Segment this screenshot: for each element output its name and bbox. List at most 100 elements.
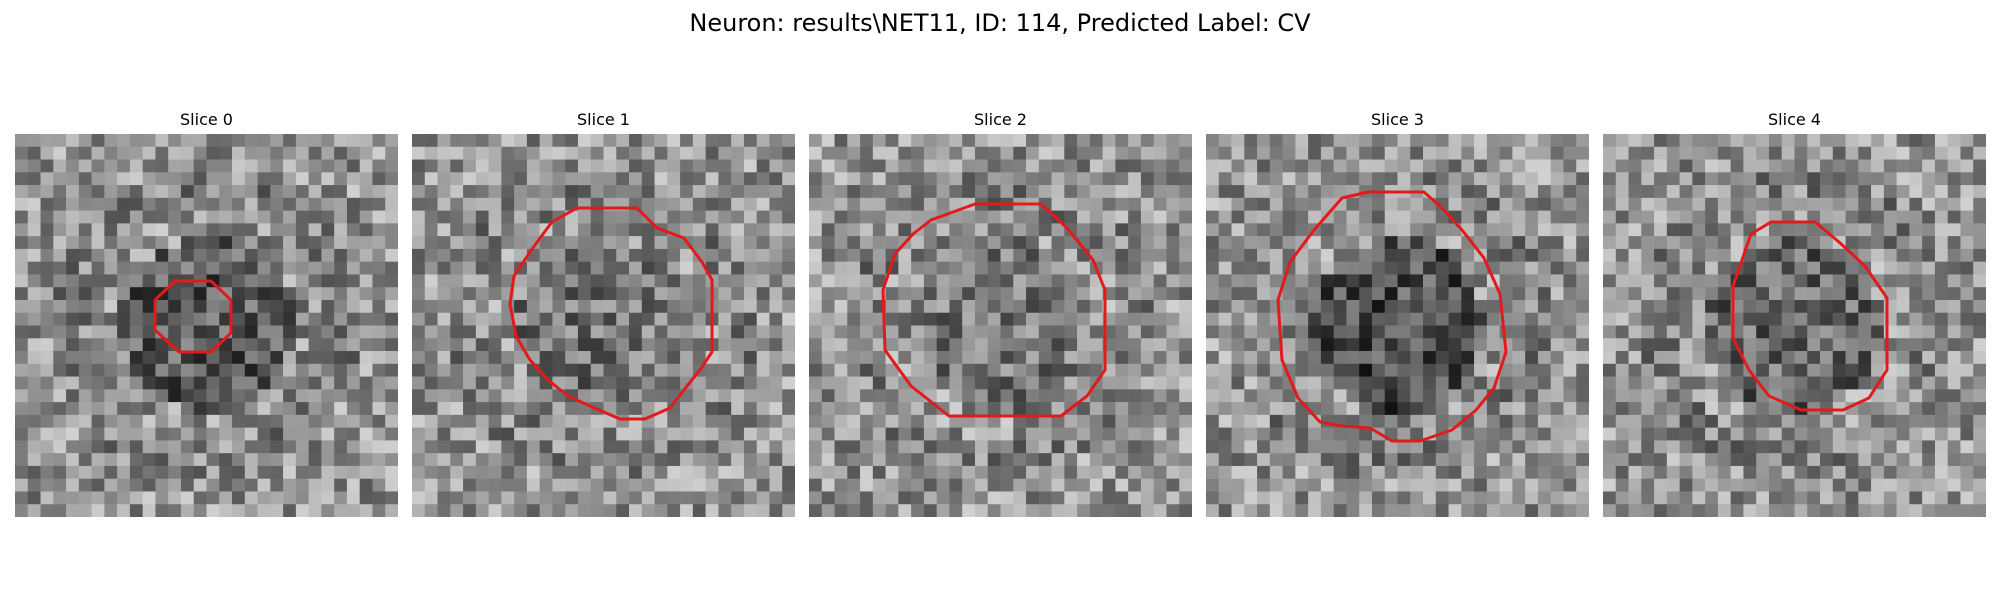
slice-0-pixel bbox=[78, 478, 92, 492]
slice-3-pixel bbox=[1346, 427, 1360, 441]
slice-2-pixel bbox=[860, 338, 874, 352]
slice-1-pixel bbox=[501, 197, 515, 211]
slice-3-pixel bbox=[1346, 465, 1360, 479]
slice-4-pixel bbox=[1883, 146, 1897, 160]
slice-4-pixel bbox=[1960, 478, 1974, 492]
slice-3-pixel bbox=[1269, 159, 1283, 173]
slice-4-pixel bbox=[1692, 325, 1706, 339]
slice-2-pixel bbox=[949, 325, 963, 339]
slice-2-pixel bbox=[860, 478, 874, 492]
slice-3-pixel bbox=[1218, 287, 1232, 301]
slice-4-pixel bbox=[1666, 261, 1680, 275]
slice-2-pixel bbox=[1140, 287, 1154, 301]
slice-3-pixel bbox=[1371, 299, 1386, 314]
slice-2-pixel bbox=[1128, 325, 1142, 339]
slice-4-pixel bbox=[1858, 236, 1872, 250]
slice-1-pixel bbox=[437, 274, 451, 288]
slice-3-pixel bbox=[1244, 376, 1258, 390]
slice-2-pixel bbox=[1128, 197, 1142, 211]
slice-4-pixel bbox=[1743, 402, 1757, 416]
slice-0-pixel bbox=[321, 146, 335, 160]
slice-1-pixel bbox=[539, 299, 553, 314]
slice-2-pixel bbox=[936, 414, 950, 428]
slice-2-pixel bbox=[1038, 338, 1052, 352]
slice-1-pixel bbox=[756, 504, 770, 517]
slice-1-pixel bbox=[577, 325, 592, 339]
slice-4-pixel bbox=[1615, 402, 1629, 416]
slice-2-pixel bbox=[1077, 210, 1091, 224]
slice-1-pixel bbox=[565, 465, 579, 479]
slice-0-pixel bbox=[295, 159, 309, 173]
slice-4-pixel bbox=[1679, 453, 1693, 467]
slice-4-pixel bbox=[1705, 325, 1719, 339]
slice-4-pixel bbox=[1947, 465, 1961, 479]
slice-0-pixel bbox=[129, 312, 143, 326]
slice-4-pixel bbox=[1743, 478, 1757, 492]
slice-1-pixel bbox=[463, 453, 477, 467]
slice-2-pixel bbox=[847, 312, 861, 326]
slice-0-pixel bbox=[244, 248, 258, 262]
slice-0-pixel bbox=[117, 389, 131, 403]
slice-4-pixel bbox=[1807, 159, 1821, 173]
slice-3-pixel bbox=[1269, 210, 1283, 224]
slice-0-pixel bbox=[53, 414, 67, 428]
slice-4-pixel bbox=[1705, 159, 1719, 173]
slice-2-pixel bbox=[923, 146, 937, 160]
slice-1-pixel bbox=[731, 389, 745, 403]
slice-3-pixel bbox=[1295, 325, 1309, 339]
slice-2-pixel bbox=[987, 504, 1001, 517]
slice-2-pixel bbox=[847, 363, 861, 377]
slice-2-pixel bbox=[1026, 312, 1040, 326]
slice-3-pixel bbox=[1206, 197, 1220, 211]
slice-1-pixel bbox=[526, 197, 540, 211]
slice-0-pixel bbox=[334, 287, 348, 301]
slice-1-pixel bbox=[539, 146, 553, 160]
slice-4-pixel bbox=[1615, 325, 1629, 339]
slice-2-pixel bbox=[962, 210, 976, 224]
slice-0-pixel bbox=[40, 402, 54, 416]
slice-1-pixel bbox=[514, 325, 528, 339]
slice-2-pixel bbox=[1038, 299, 1052, 314]
slice-3-pixel bbox=[1461, 172, 1475, 186]
slice-4-pixel bbox=[1756, 261, 1770, 275]
slice-0-pixel bbox=[270, 223, 284, 237]
slice-2-pixel bbox=[821, 223, 835, 237]
slice-2-pixel bbox=[1089, 210, 1103, 224]
slice-3-pixel bbox=[1359, 274, 1373, 288]
slice-4-pixel bbox=[1603, 363, 1617, 377]
slice-3-pixel bbox=[1308, 504, 1322, 517]
slice-1-pixel bbox=[680, 223, 694, 237]
slice-1-pixel bbox=[782, 325, 795, 339]
slice-0-pixel bbox=[15, 363, 29, 377]
slice-0-pixel bbox=[232, 465, 246, 479]
slice-1-pixel bbox=[488, 287, 502, 301]
slice-1-pixel bbox=[437, 453, 451, 467]
slice-0-pixel bbox=[372, 453, 386, 467]
slice-1-pixel bbox=[463, 440, 477, 454]
slice-3-pixel bbox=[1282, 478, 1296, 492]
slice-0-pixel bbox=[117, 146, 131, 160]
slice-3-pixel bbox=[1320, 185, 1334, 199]
slice-1-pixel bbox=[731, 159, 745, 173]
slice-2-pixel bbox=[872, 197, 886, 211]
slice-4-pixel bbox=[1845, 453, 1859, 467]
slice-1-pixel bbox=[552, 236, 566, 250]
slice-3-pixel bbox=[1435, 159, 1449, 173]
slice-2-pixel bbox=[1026, 299, 1040, 314]
slice-3-pixel bbox=[1550, 376, 1564, 390]
slice-4-pixel bbox=[1845, 312, 1859, 326]
slice-3-pixel bbox=[1576, 197, 1589, 211]
slice-1-pixel bbox=[590, 453, 604, 467]
slice-2-pixel bbox=[834, 185, 848, 199]
slice-1-pixel bbox=[641, 261, 655, 275]
slice-3-pixel bbox=[1282, 134, 1296, 148]
slice-0-pixel bbox=[346, 197, 360, 211]
slice-1-pixel bbox=[731, 197, 745, 211]
slice-2-pixel bbox=[936, 287, 950, 301]
slice-1-pixel bbox=[603, 223, 617, 237]
slice-4-pixel bbox=[1871, 402, 1885, 416]
slice-4-pixel bbox=[1717, 172, 1731, 186]
slice-3-pixel bbox=[1397, 351, 1411, 365]
slice-2-pixel bbox=[847, 299, 861, 314]
slice-1-pixel bbox=[667, 248, 681, 262]
